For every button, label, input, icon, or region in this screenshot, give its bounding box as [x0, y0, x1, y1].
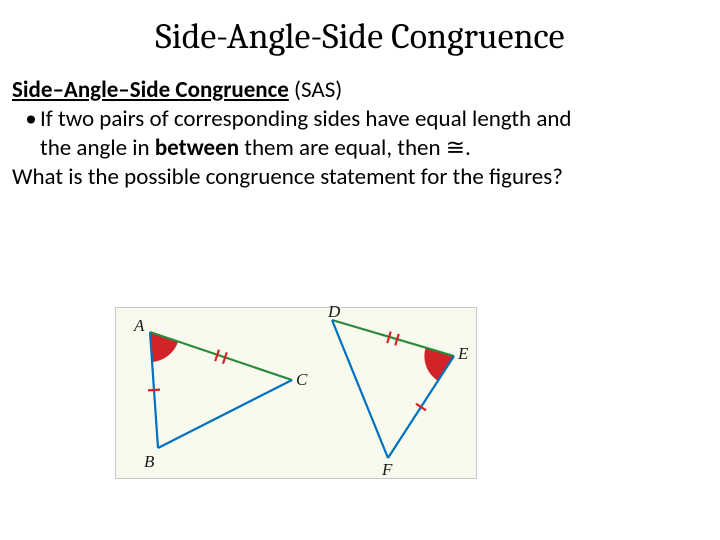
sas-heading-bold: Side–Angle–Side Congruence: [12, 76, 289, 104]
label-a: A: [134, 316, 144, 336]
triangle-svg: [116, 308, 476, 478]
side-bc: [158, 380, 292, 448]
side-df: [332, 320, 388, 458]
bullet-line2c: them are equal, then ≅.: [239, 134, 471, 162]
body-text: Side–Angle–Side Congruence (SAS) • If tw…: [12, 76, 708, 192]
bullet-line1: If two pairs of corresponding sides have…: [40, 105, 572, 133]
slide-title: Side-Angle-Side Congruence: [90, 16, 630, 57]
bullet-line2a: the angle in: [40, 134, 155, 162]
bullet-item: • If two pairs of corresponding sides ha…: [12, 105, 708, 163]
label-e: E: [458, 344, 468, 364]
sas-heading-line: Side–Angle–Side Congruence (SAS): [12, 76, 708, 105]
sas-heading-tail: (SAS): [289, 76, 342, 104]
tick-ef: [416, 404, 426, 411]
bullet-line2-bold: between: [155, 134, 239, 162]
bullet-text: If two pairs of corresponding sides have…: [40, 105, 708, 163]
question-line: What is the possible congruence statemen…: [12, 163, 708, 192]
bullet-marker: •: [22, 105, 40, 134]
label-d: D: [328, 302, 340, 322]
label-b: B: [144, 452, 154, 472]
side-de: [332, 320, 454, 356]
triangle-figure: A B C D E F: [115, 307, 477, 479]
slide: { "title": { "text": "Side-Angle-Side Co…: [0, 0, 720, 540]
tick-ab: [148, 390, 160, 391]
label-c: C: [296, 370, 307, 390]
label-f: F: [382, 460, 392, 480]
side-ac: [150, 332, 292, 380]
